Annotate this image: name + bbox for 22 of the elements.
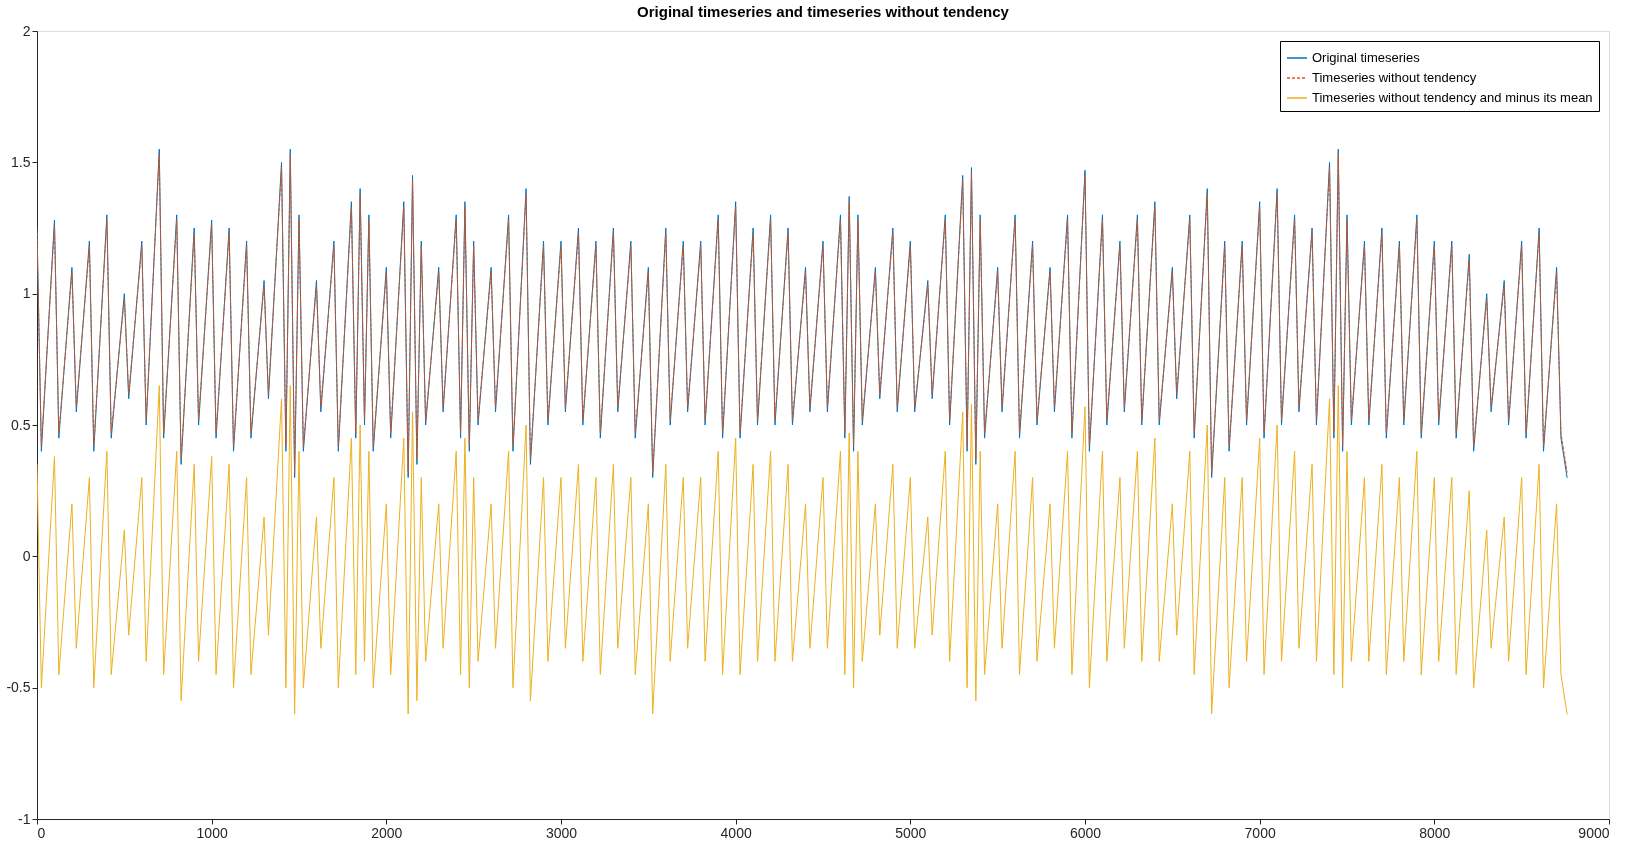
x-tick-label: 8000 bbox=[1419, 824, 1451, 841]
y-tick-label: -0.5 bbox=[6, 679, 31, 696]
x-tick-label: 6000 bbox=[1069, 824, 1102, 841]
y-tick-label: 1.5 bbox=[11, 153, 31, 170]
x-tick-label: 2000 bbox=[371, 824, 403, 841]
x-tick-label: 7000 bbox=[1244, 824, 1276, 841]
chart-title: Original timeseries and timeseries without tendency bbox=[637, 3, 1010, 20]
y-tick-label: 2 bbox=[22, 22, 31, 39]
x-tick-label: 5000 bbox=[895, 824, 927, 841]
legend-label: Original timeseries bbox=[1312, 50, 1421, 65]
y-tick-label: 1 bbox=[22, 285, 31, 302]
x-tick-label: 1000 bbox=[196, 824, 228, 841]
x-tick-label: 3000 bbox=[545, 824, 578, 841]
x-tick-label: 0 bbox=[37, 824, 46, 841]
legend-label: Timeseries without tendency bbox=[1312, 70, 1477, 85]
line-series bbox=[37, 385, 1568, 715]
legend-label: Timeseries without tendency and minus its mean bbox=[1312, 90, 1593, 105]
y-tick-label: 0.5 bbox=[11, 416, 31, 433]
x-tick-label: 4000 bbox=[720, 824, 752, 841]
y-tick-label: -1 bbox=[18, 810, 31, 827]
x-tick-label: 9000 bbox=[1578, 824, 1610, 841]
y-tick-label: 0 bbox=[22, 547, 31, 564]
